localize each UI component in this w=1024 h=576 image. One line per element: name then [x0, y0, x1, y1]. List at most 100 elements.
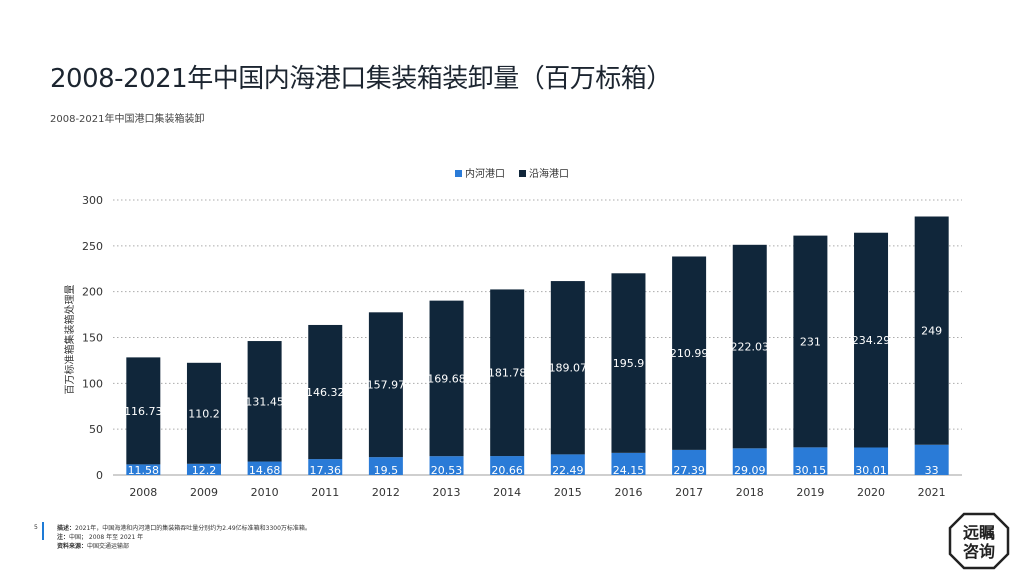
x-tick-label: 2010 — [251, 486, 279, 499]
y-tick-label: 250 — [82, 240, 103, 253]
bar-inland-2016 — [611, 452, 646, 475]
bar-inland-2021 — [914, 444, 949, 475]
bar-coastal-2015 — [550, 281, 585, 455]
data-label-coastal: 210.99 — [670, 347, 709, 360]
bar-inland-2009 — [186, 463, 221, 475]
data-label-coastal: 116.73 — [124, 405, 163, 418]
footnote: 描述：2021年，中国海港和内河港口的集装箱吞吐量分别约为2.49亿标准箱和33… — [57, 524, 311, 551]
legend-swatch-inland — [455, 170, 462, 177]
bar-coastal-2020 — [854, 232, 889, 448]
data-label-coastal: 146.32 — [306, 386, 345, 399]
legend-label-coastal: 沿海港口 — [529, 167, 569, 180]
page-accent-bar — [42, 522, 44, 540]
y-tick-label: 300 — [82, 194, 103, 207]
bar-inland-2015 — [550, 454, 585, 475]
data-label-inland: 20.53 — [431, 464, 463, 477]
bar-coastal-2013 — [429, 300, 464, 457]
data-label-coastal: 189.07 — [549, 362, 588, 375]
data-label-coastal: 110.2 — [188, 407, 220, 420]
bar-coastal-2009 — [186, 362, 221, 464]
x-tick-label: 2012 — [372, 486, 400, 499]
company-logo: 远瞩 咨询 — [948, 512, 1010, 570]
bar-coastal-2010 — [247, 341, 282, 462]
bar-inland-2010 — [247, 461, 282, 475]
page-subtitle: 2008-2021年中国港口集装箱装卸 — [50, 114, 205, 125]
footnote-description-text: 2021年，中国海港和内河港口的集装箱吞吐量分别约为2.49亿标准箱和3300万… — [75, 525, 311, 532]
bar-inland-2014 — [490, 456, 525, 475]
y-tick-label: 100 — [82, 377, 103, 390]
x-tick-label: 2013 — [433, 486, 461, 499]
x-tick-label: 2020 — [857, 486, 885, 499]
footnote-description: 描述：2021年，中国海港和内河港口的集装箱吞吐量分别约为2.49亿标准箱和33… — [57, 524, 311, 533]
bar-inland-2011 — [308, 459, 343, 475]
x-tick-label: 2009 — [190, 486, 218, 499]
data-label-coastal: 222.03 — [731, 341, 770, 354]
y-tick-label: 50 — [89, 423, 103, 436]
bar-coastal-2021 — [914, 216, 949, 445]
footnote-note-text: 中国； 2008 年至 2021 年 — [69, 534, 144, 541]
data-label-inland: 33 — [925, 464, 939, 477]
x-tick-label: 2015 — [554, 486, 582, 499]
x-tick-label: 2018 — [736, 486, 764, 499]
svg-text:远瞩: 远瞩 — [963, 523, 995, 542]
data-label-coastal: 249 — [921, 325, 942, 338]
bar-coastal-2008 — [126, 357, 161, 465]
data-label-inland: 11.58 — [128, 464, 160, 477]
bar-coastal-2018 — [732, 244, 767, 449]
bar-inland-2012 — [368, 457, 403, 475]
x-tick-label: 2014 — [493, 486, 521, 499]
footnote-source-label: 资料来源： — [57, 543, 88, 550]
page-title: 2008-2021年中国内海港口集装箱装卸量（百万标箱） — [50, 64, 672, 94]
x-tick-label: 2011 — [311, 486, 339, 499]
x-tick-label: 2017 — [675, 486, 703, 499]
y-tick-label: 200 — [82, 286, 103, 299]
x-tick-label: 2021 — [918, 486, 946, 499]
bar-inland-2019 — [793, 447, 828, 475]
bar-coastal-2019 — [793, 235, 828, 448]
data-label-coastal: 234.29 — [852, 334, 891, 347]
x-tick-label: 2016 — [614, 486, 642, 499]
footnote-note-label: 注： — [57, 534, 70, 541]
bar-coastal-2017 — [672, 256, 707, 450]
data-label-coastal: 231 — [800, 335, 821, 348]
footnote-description-label: 描述： — [57, 525, 76, 532]
data-label-inland: 24.15 — [613, 464, 645, 477]
bar-coastal-2014 — [490, 289, 525, 457]
data-label-inland: 30.15 — [795, 464, 827, 477]
bar-inland-2018 — [732, 448, 767, 475]
data-label-inland: 12.2 — [192, 464, 217, 477]
bar-inland-2017 — [672, 449, 707, 475]
data-label-inland: 20.66 — [491, 464, 523, 477]
footnote-source-text: 中国交通运输部 — [87, 543, 130, 550]
data-label-coastal: 195.9 — [613, 357, 645, 370]
data-label-inland: 14.68 — [249, 464, 281, 477]
data-label-inland: 17.36 — [310, 464, 342, 477]
bar-inland-2020 — [854, 447, 889, 475]
footnote-source: 资料来源：中国交通运输部 — [57, 542, 311, 551]
data-label-inland: 29.09 — [734, 464, 766, 477]
legend-swatch-coastal — [519, 170, 526, 177]
bar-coastal-2012 — [368, 312, 403, 458]
x-tick-label: 2019 — [796, 486, 824, 499]
y-axis-title: 百万标准箱集装箱处理量 — [63, 285, 76, 395]
y-tick-label: 0 — [96, 469, 103, 482]
data-label-inland: 22.49 — [552, 464, 584, 477]
data-label-coastal: 157.97 — [367, 379, 406, 392]
svg-text:咨询: 咨询 — [963, 542, 995, 561]
bar-coastal-2011 — [308, 324, 343, 460]
legend-label-inland: 内河港口 — [465, 167, 505, 180]
bar-inland-2008 — [126, 464, 161, 475]
x-tick-label: 2008 — [129, 486, 157, 499]
data-label-inland: 30.01 — [855, 464, 887, 477]
page-number: 5 — [34, 524, 38, 531]
bar-coastal-2016 — [611, 273, 646, 453]
data-label-coastal: 131.45 — [245, 395, 284, 408]
data-label-inland: 27.39 — [673, 464, 705, 477]
bar-inland-2013 — [429, 456, 464, 475]
y-tick-label: 150 — [82, 332, 103, 345]
footnote-note: 注：中国； 2008 年至 2021 年 — [57, 533, 311, 542]
data-label-coastal: 169.68 — [427, 372, 466, 385]
data-label-coastal: 181.78 — [488, 367, 527, 380]
data-label-inland: 19.5 — [374, 464, 399, 477]
